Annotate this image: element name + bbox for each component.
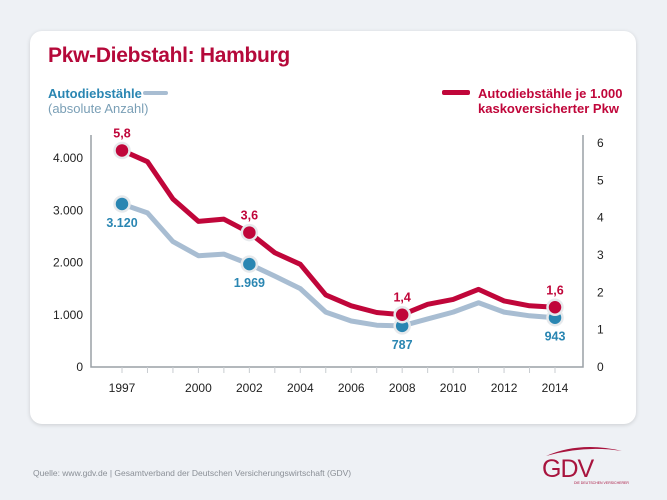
series-line-absolute [121,201,556,329]
axes-frame [90,135,584,368]
legend-absolute-label: Autodiebstähle [48,86,142,101]
data-label: 3,6 [241,209,258,223]
chart-card [30,31,636,424]
chart-title: Pkw-Diebstahl: Hamburg [48,44,290,67]
legend-absolute-swatch [143,91,168,95]
data-label: 787 [392,338,413,352]
y-right-tick-label: 0 [597,360,604,374]
series-line-rate [120,148,556,318]
y-right-tick-label: 1 [597,323,604,337]
data-label: 3.120 [106,216,137,230]
x-tick-label: 2008 [389,381,416,395]
gdv-logo: GDV DIE DEUTSCHEN VERSICHERER [540,443,630,493]
data-point-marker [546,298,564,317]
data-point-marker [393,305,411,324]
y-right-tick-label: 4 [597,211,604,225]
y-right-tick-label: 6 [597,136,604,150]
x-tick-label: 2010 [440,381,467,395]
x-tick-label: 2014 [542,381,569,395]
y-left-tick-label: 3.000 [53,203,83,217]
data-label: 943 [545,330,566,344]
y-right-tick-label: 2 [597,285,604,299]
data-point-marker [113,195,131,213]
data-point-marker [113,141,131,160]
data-point-marker [240,255,259,273]
x-tick-label: 2004 [287,381,314,395]
data-point-marker [240,223,259,242]
legend-absolute: Autodiebstähle (absolute Anzahl) [48,86,148,116]
x-tick-label: 2012 [491,381,518,395]
data-label: 5,8 [113,126,130,140]
y-right-tick-label: 3 [597,248,604,262]
x-tick-label: 1997 [109,381,136,395]
svg-text:GDV: GDV [542,455,595,483]
data-label: 1,6 [546,283,563,297]
legend-rate-line2: kaskoversicherter Pkw [478,101,619,116]
data-label: 1,4 [393,291,410,305]
legend-rate-line1: Autodiebstähle je 1.000 [478,86,623,101]
y-left-tick-label: 1.000 [53,308,83,322]
x-tick-label: 2002 [236,381,263,395]
y-right-tick-label: 5 [597,173,604,187]
svg-text:DIE DEUTSCHEN VERSICHERER: DIE DEUTSCHEN VERSICHERER [574,481,629,485]
x-tick-label: 2006 [338,381,365,395]
x-tick-label: 2000 [185,381,212,395]
source-note: Quelle: www.gdv.de | Gesamtverband der D… [33,468,352,478]
y-left-tick-label: 2.000 [53,256,83,270]
data-label: 1.969 [234,276,265,290]
y-left-tick-label: 0 [76,360,83,374]
legend-absolute-sublabel: (absolute Anzahl) [48,101,149,116]
y-left-tick-label: 4.000 [53,151,83,165]
legend-rate: Autodiebstähle je 1.000 kaskoversicherte… [478,86,623,116]
legend-rate-swatch [442,90,470,95]
